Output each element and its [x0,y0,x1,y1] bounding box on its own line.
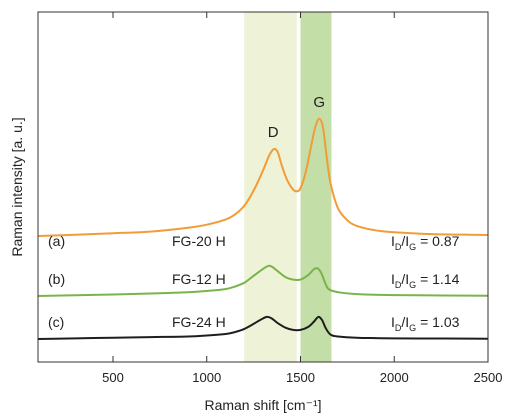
plot-frame [37,11,489,363]
x-tick-label: 2000 [380,370,409,385]
x-axis-ticks: 500 1000 1500 2000 2500 [102,12,502,385]
band-d [244,12,297,362]
series-line-fg-20h [37,117,489,237]
x-axis-title-main: Raman shift [cm⁻¹] [204,397,321,413]
x-tick-label: 1500 [286,370,315,385]
series-line-fg-24h [37,315,489,340]
ratio-label: ID/IG = 1.03 [391,314,460,333]
band-layer [244,12,332,362]
series-name: FG-24 H [172,314,226,330]
x-tick-label: 2500 [474,370,503,385]
x-tick-label: 500 [102,370,124,385]
series-name: FG-12 H [172,271,226,287]
band-label-d: D [268,124,279,141]
series-letter: (c) [48,314,64,330]
curve-layer [37,117,489,340]
x-axis-title: Raman shift [cm⁻¹] [204,397,321,413]
annotation-layer: D G (a) FG-20 H ID/IG = 0.87 (b) FG-12 H ID/IG … [48,94,460,333]
y-axis-title: Raman intensity [a. u.] [9,117,25,256]
series-line-fg-12h [37,264,489,297]
series-name: FG-20 H [172,233,226,249]
band-label-g: G [313,94,325,111]
band-g [300,12,332,362]
x-tick-label: 1000 [192,370,221,385]
ratio-label: ID/IG = 1.14 [391,271,460,290]
series-letter: (a) [48,233,65,249]
ratio-label: ID/IG = 0.87 [391,233,460,252]
series-letter: (b) [48,271,65,287]
